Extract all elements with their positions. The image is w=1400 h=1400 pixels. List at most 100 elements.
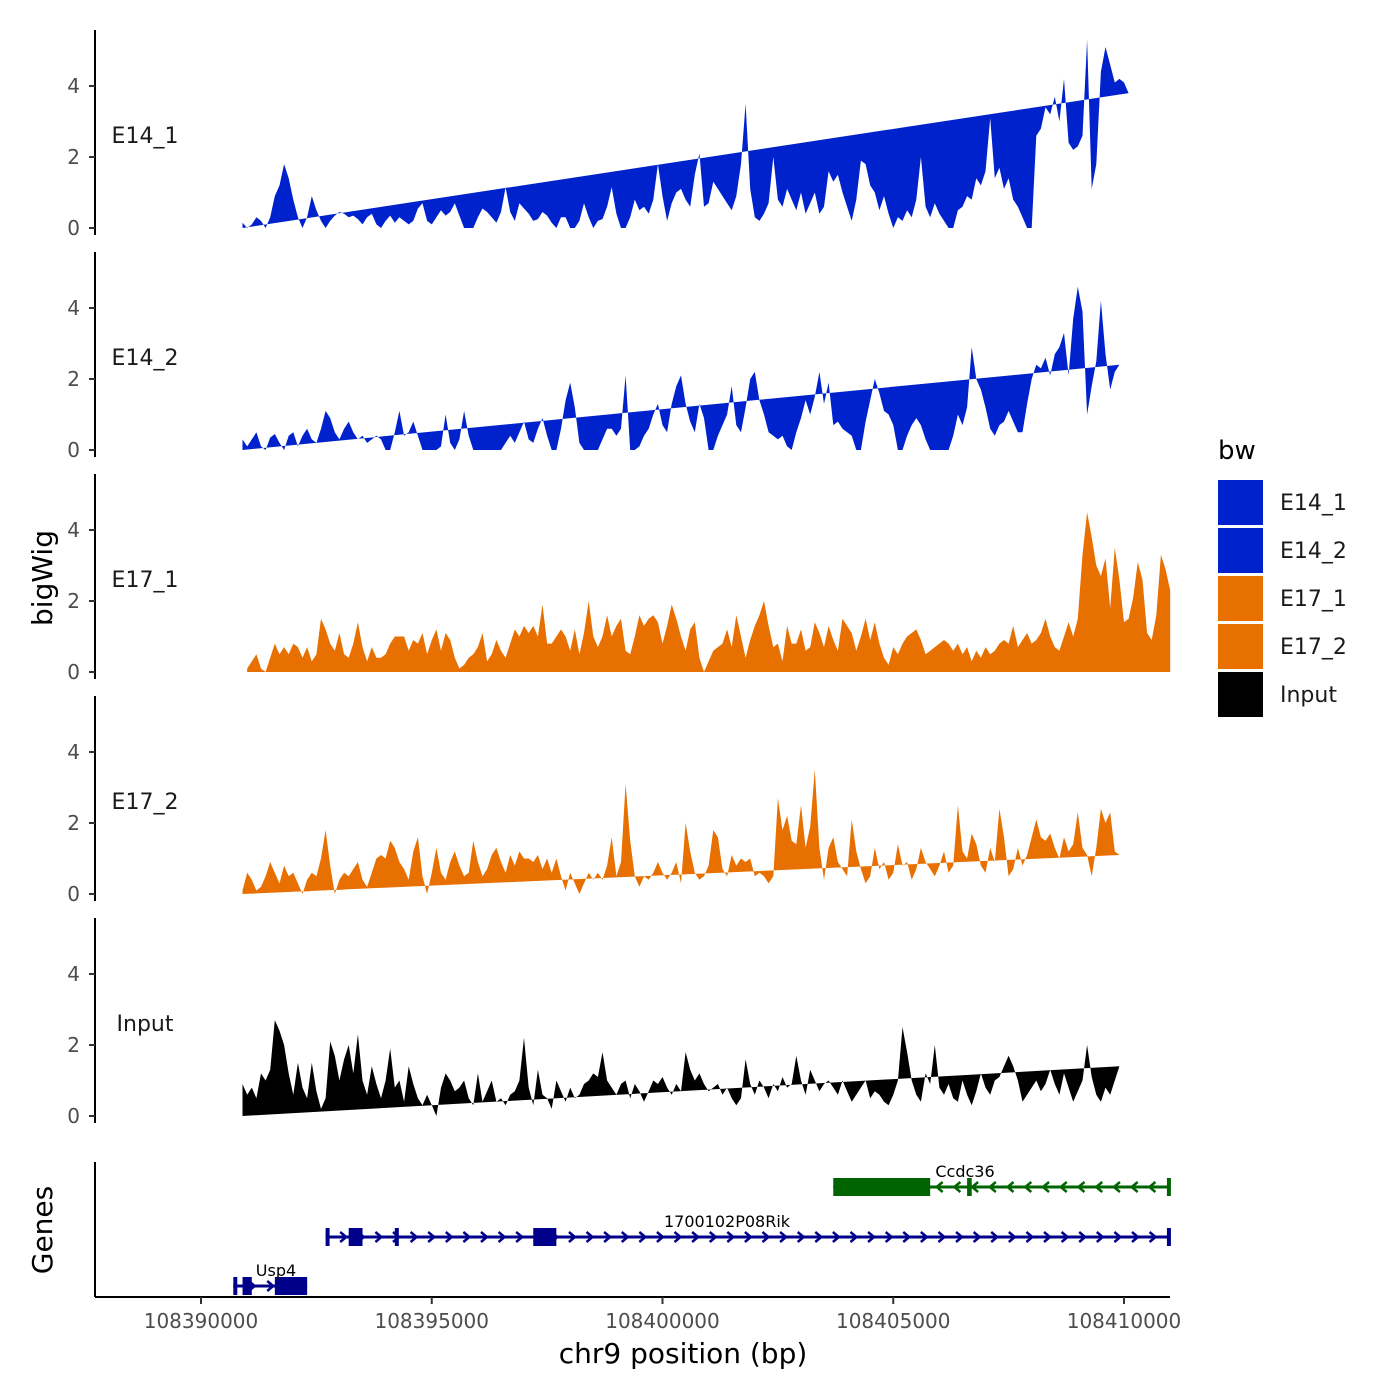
y-tick-label: 4 xyxy=(67,962,80,986)
strand-chevron xyxy=(920,1231,929,1243)
strand-chevron xyxy=(796,1231,806,1243)
coverage-area-Input xyxy=(242,1020,1120,1116)
track-panel-E14_2: 0 2 4 E14_2 xyxy=(67,252,1120,462)
y-tick-label: 2 xyxy=(67,589,80,613)
legend-key-E17_2 xyxy=(1218,624,1263,669)
strand-chevron xyxy=(1076,1181,1086,1193)
legend-key-E17_1 xyxy=(1218,576,1263,621)
strand-chevron xyxy=(1005,1181,1015,1193)
y-tick-label: 2 xyxy=(67,811,80,835)
coverage-tracks: 0 2 4 E14_1 0 2 4 E14_2 0 2 4 E17_1 0 2 4 E17_2 0 2 4 Input xyxy=(67,30,1171,1128)
track-label-E17_1: E17_1 xyxy=(112,568,179,593)
coverage-area-E14_1 xyxy=(242,39,1129,228)
coverage-area-E17_2 xyxy=(242,769,1120,894)
strand-chevron xyxy=(339,1231,349,1243)
strand-chevron xyxy=(620,1231,630,1243)
exon xyxy=(274,1277,308,1295)
strand-chevron xyxy=(266,1280,276,1292)
strand-chevron xyxy=(867,1231,876,1243)
strand-chevron xyxy=(427,1231,437,1243)
y-axis-title: bigWig xyxy=(26,530,59,626)
strand-chevron xyxy=(585,1231,595,1243)
strand-chevron xyxy=(480,1231,489,1243)
x-tick-label: 108405000 xyxy=(836,1309,951,1333)
strand-chevron xyxy=(952,1181,962,1193)
legend-key-Input xyxy=(1218,672,1263,717)
strand-chevron xyxy=(708,1231,718,1243)
strand-chevron xyxy=(1060,1231,1070,1243)
legend-key-E14_2 xyxy=(1218,528,1263,573)
track-panel-Input: 0 2 4 Input xyxy=(67,918,1120,1128)
strand-chevron xyxy=(603,1231,613,1243)
x-axis-title: chr9 position (bp) xyxy=(559,1337,808,1370)
exon xyxy=(233,1277,238,1295)
strand-chevron xyxy=(1113,1231,1123,1243)
exon xyxy=(242,1277,252,1295)
strand-chevron xyxy=(972,1231,982,1243)
gene-label-1700102P08Rik: 1700102P08Rik xyxy=(664,1212,791,1231)
legend-label-Input: Input xyxy=(1280,683,1337,708)
exon xyxy=(325,1228,330,1246)
legend-label-E14_1: E14_1 xyxy=(1280,491,1347,516)
y-tick-label: 2 xyxy=(67,367,80,391)
strand-chevron xyxy=(934,1181,944,1193)
strand-chevron xyxy=(1129,1181,1139,1193)
x-tick-label: 108395000 xyxy=(374,1309,489,1333)
y-tick-label: 0 xyxy=(67,882,80,906)
strand-chevron xyxy=(955,1231,964,1243)
strand-chevron xyxy=(937,1231,947,1243)
strand-chevron xyxy=(884,1231,894,1243)
gene-Ccdc36: Ccdc36 xyxy=(833,1162,1171,1196)
track-panel-E14_1: 0 2 4 E14_1 xyxy=(67,30,1129,240)
strand-chevron xyxy=(1147,1181,1157,1193)
exon xyxy=(1166,1178,1171,1196)
track-panel-E17_2: 0 2 4 E17_2 xyxy=(67,696,1120,906)
strand-chevron xyxy=(1041,1181,1050,1193)
strand-chevron xyxy=(1078,1231,1088,1243)
strand-chevron xyxy=(849,1231,859,1243)
coverage-area-E17_1 xyxy=(247,512,1171,672)
y-tick-label: 4 xyxy=(67,296,80,320)
strand-chevron xyxy=(744,1231,753,1243)
strand-chevron xyxy=(515,1231,525,1243)
y-tick-label: 0 xyxy=(67,1104,80,1128)
strand-chevron xyxy=(1058,1181,1068,1193)
x-tick-label: 108390000 xyxy=(144,1309,259,1333)
y-tick-label: 4 xyxy=(67,518,80,542)
y-tick-label: 2 xyxy=(67,145,80,169)
exon xyxy=(394,1228,399,1246)
y-tick-label: 0 xyxy=(67,660,80,684)
exon xyxy=(833,1178,931,1196)
gene-label-Ccdc36: Ccdc36 xyxy=(935,1162,994,1181)
genes-panel: Ccdc36 1700102P08Rik Usp4 108390000 1083950… xyxy=(94,1162,1181,1333)
track-label-E14_1: E14_1 xyxy=(112,124,179,149)
strand-chevron xyxy=(761,1231,771,1243)
exon xyxy=(533,1228,557,1246)
y-tick-label: 0 xyxy=(67,438,80,462)
x-tick-label: 108400000 xyxy=(605,1309,720,1333)
legend-key-E14_1 xyxy=(1218,480,1263,525)
coverage-area-E14_2 xyxy=(242,286,1120,450)
strand-chevron xyxy=(497,1231,507,1243)
strand-chevron xyxy=(1112,1181,1121,1193)
strand-chevron xyxy=(409,1231,419,1243)
strand-chevron xyxy=(568,1231,577,1243)
y-tick-label: 0 xyxy=(67,216,80,240)
strand-chevron xyxy=(638,1231,648,1243)
strand-chevron xyxy=(970,1181,979,1193)
track-panel-E17_1: 0 2 4 E17_1 xyxy=(67,474,1171,684)
strand-chevron xyxy=(1095,1231,1105,1243)
strand-chevron xyxy=(374,1231,384,1243)
strand-chevron xyxy=(656,1231,665,1243)
x-axis-ticks: 108390000 108395000 108400000 108405000 1084… xyxy=(144,1297,1181,1333)
exon xyxy=(967,1178,972,1196)
strand-chevron xyxy=(691,1231,701,1243)
strand-chevron xyxy=(444,1231,454,1243)
strand-chevron xyxy=(726,1231,736,1243)
strand-chevron xyxy=(462,1231,472,1243)
gene-marks: Ccdc36 1700102P08Rik Usp4 xyxy=(233,1162,1171,1295)
strand-chevron xyxy=(990,1231,1000,1243)
genes-axis-title: Genes xyxy=(26,1186,59,1274)
strand-chevron xyxy=(1094,1181,1104,1193)
